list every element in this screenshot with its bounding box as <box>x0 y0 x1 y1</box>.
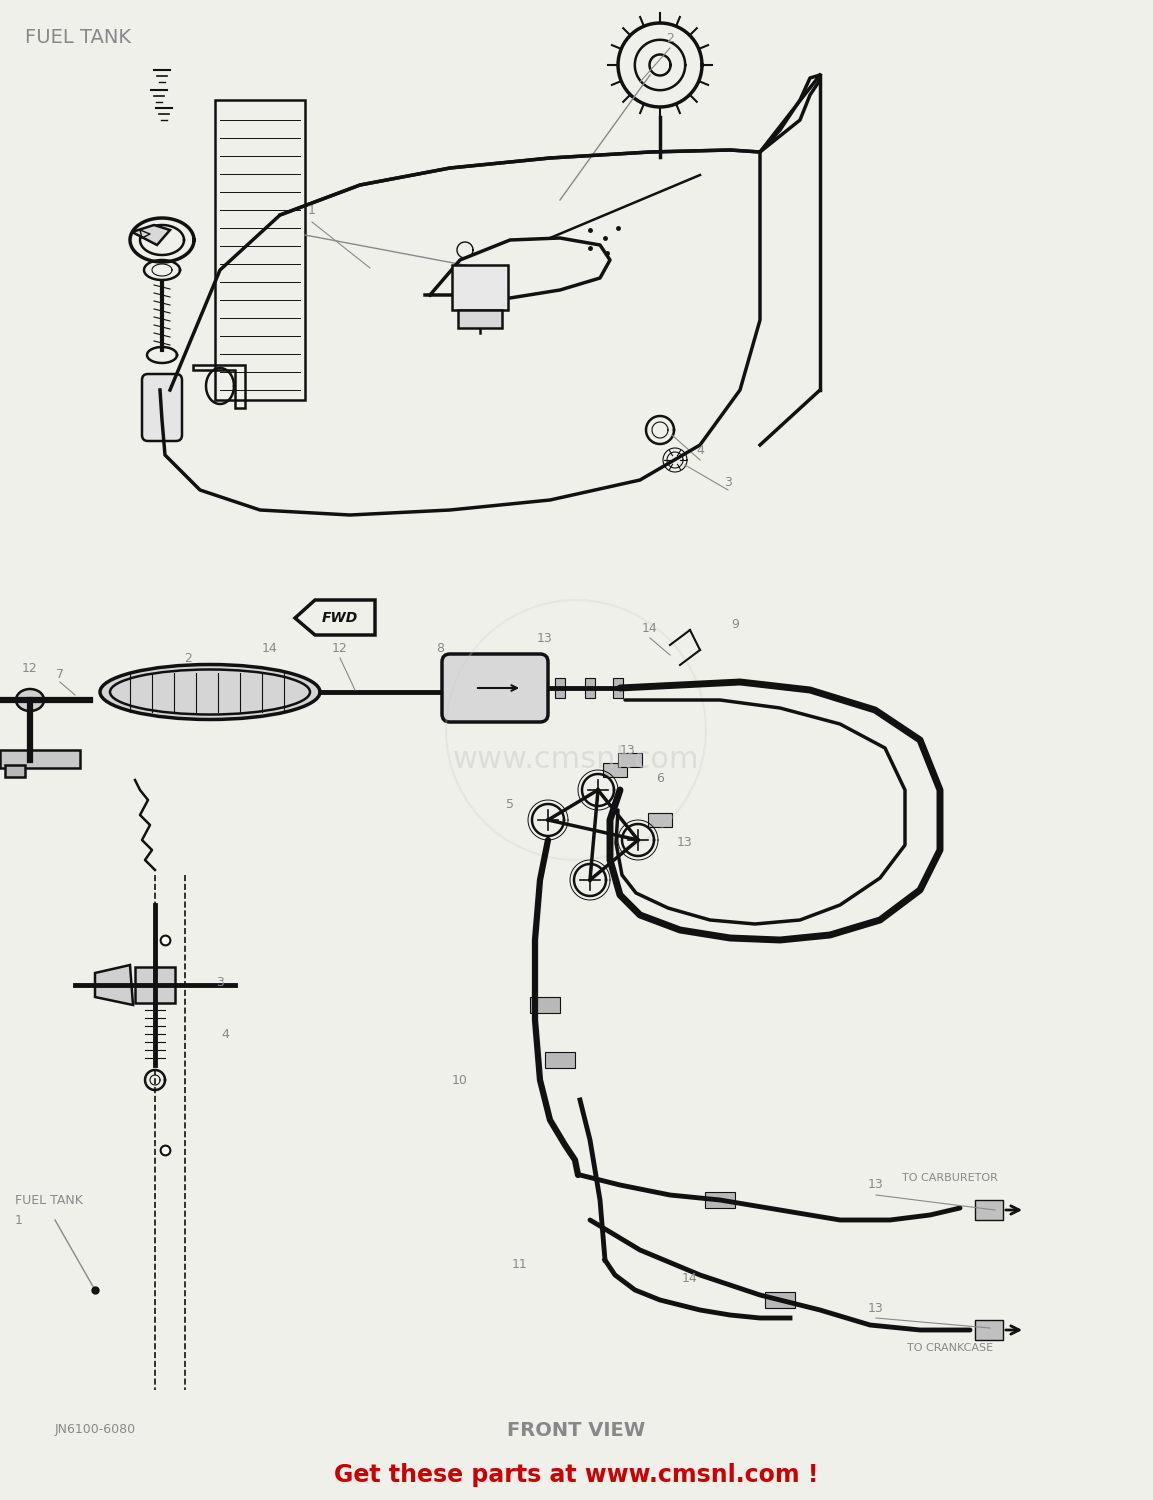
Text: 7: 7 <box>56 669 65 681</box>
Ellipse shape <box>100 664 321 720</box>
Text: Get these parts at www.cmsnl.com !: Get these parts at www.cmsnl.com ! <box>333 1462 819 1486</box>
Text: 14: 14 <box>683 1272 698 1284</box>
Text: 3: 3 <box>216 975 224 988</box>
Text: 13: 13 <box>868 1179 884 1191</box>
Text: FUEL TANK: FUEL TANK <box>15 1194 83 1206</box>
Text: 13: 13 <box>537 632 553 645</box>
Bar <box>0 750 80 768</box>
Text: 10: 10 <box>452 1074 468 1086</box>
Text: FUEL TANK: FUEL TANK <box>25 28 131 46</box>
Text: 1: 1 <box>15 1214 23 1227</box>
Text: JN6100-6080: JN6100-6080 <box>55 1424 136 1437</box>
Bar <box>648 813 672 826</box>
Bar <box>613 678 623 698</box>
Bar <box>975 1320 1003 1340</box>
Bar <box>458 310 502 328</box>
Text: www.cmsnl.com: www.cmsnl.com <box>453 746 699 774</box>
Text: 12: 12 <box>332 642 348 654</box>
Bar <box>704 1192 734 1208</box>
Bar <box>585 678 595 698</box>
Text: 13: 13 <box>868 1302 884 1314</box>
FancyBboxPatch shape <box>142 374 182 441</box>
Text: 1: 1 <box>308 204 316 216</box>
Text: 8: 8 <box>436 642 444 654</box>
Text: 9: 9 <box>731 618 739 632</box>
Bar <box>764 1292 796 1308</box>
Bar <box>452 266 508 310</box>
Bar <box>5 765 25 777</box>
Bar <box>618 753 642 766</box>
Text: 13: 13 <box>620 744 635 756</box>
Text: 3: 3 <box>724 476 732 489</box>
Bar <box>214 100 306 400</box>
Text: 2: 2 <box>666 32 675 45</box>
Text: FRONT VIEW: FRONT VIEW <box>507 1420 646 1440</box>
Text: TO CRANKCASE: TO CRANKCASE <box>907 1342 993 1353</box>
Text: TO CARBURETOR: TO CARBURETOR <box>902 1173 998 1184</box>
Text: 6: 6 <box>656 771 664 784</box>
Bar <box>545 1052 575 1068</box>
FancyBboxPatch shape <box>442 654 548 722</box>
Text: 5: 5 <box>506 798 514 812</box>
Bar <box>603 764 627 777</box>
Text: 14: 14 <box>262 642 278 654</box>
Bar <box>975 1200 1003 1219</box>
Text: 11: 11 <box>512 1258 528 1272</box>
Text: 14: 14 <box>642 621 658 634</box>
Text: 13: 13 <box>677 836 693 849</box>
Text: 4: 4 <box>696 444 704 456</box>
Polygon shape <box>95 964 133 1005</box>
Text: 2: 2 <box>184 651 191 664</box>
Text: FWD: FWD <box>322 610 359 626</box>
Bar <box>530 998 560 1012</box>
Polygon shape <box>131 225 169 245</box>
Bar <box>135 968 175 1004</box>
Ellipse shape <box>16 688 44 711</box>
Bar <box>555 678 565 698</box>
Text: 12: 12 <box>22 662 38 675</box>
Text: 4: 4 <box>221 1029 229 1041</box>
